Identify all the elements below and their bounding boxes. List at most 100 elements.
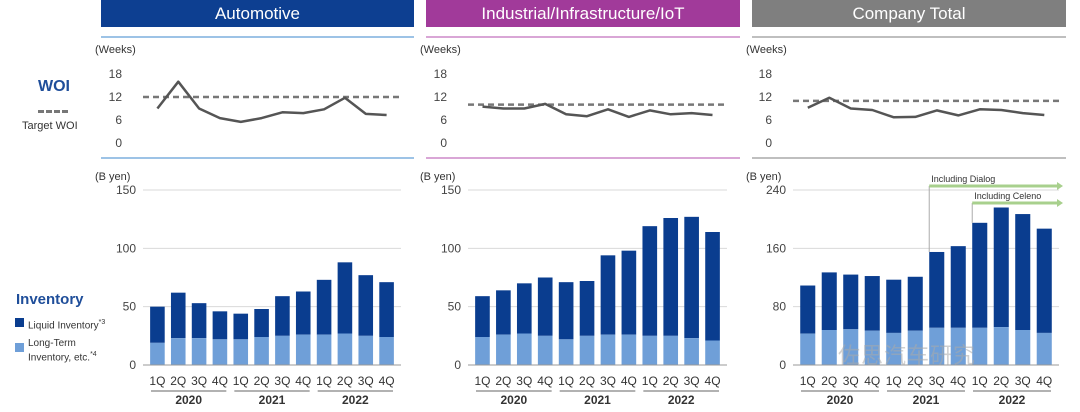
industrial-year-label: 2021 (584, 393, 611, 407)
automotive-inventory-tick: 50 (123, 300, 137, 314)
company-total-category-label: 2Q (993, 374, 1009, 388)
automotive-bar-long-term (150, 342, 165, 365)
company-total-woi-tick: 18 (759, 67, 773, 81)
automotive-woi-unit: (Weeks) (95, 44, 136, 56)
industrial-woi-unit: (Weeks) (420, 44, 461, 56)
company-total-category-label: 3Q (1015, 374, 1031, 388)
company-total-category-label: 2Q (821, 374, 837, 388)
watermark: 佐思汽车研究 (838, 344, 977, 369)
automotive-inventory-tick: 100 (116, 241, 136, 255)
automotive-bar-long-term (170, 338, 186, 365)
automotive-year-label: 2021 (259, 393, 286, 407)
company-total-bar-liquid (800, 285, 816, 334)
automotive-woi-line (156, 80, 387, 124)
industrial-category-label: 4Q (621, 374, 637, 388)
industrial-bar-long-term (600, 334, 616, 365)
industrial-category-label: 3Q (600, 374, 616, 388)
company-total-bar-long-term (1015, 330, 1031, 365)
industrial-inventory-tick: 100 (441, 241, 461, 255)
automotive-bar-long-term (191, 338, 207, 365)
company-total-bar-long-term (843, 329, 859, 365)
industrial-bar-long-term (475, 337, 490, 365)
target-woi-swatch (38, 110, 68, 113)
company-total-woi-tick: 12 (759, 90, 773, 104)
automotive-bar-long-term (233, 339, 249, 365)
industrial-bar-long-term (579, 335, 595, 365)
company-total-bar-liquid (1036, 228, 1052, 333)
industrial-woi-tick: 6 (440, 113, 447, 127)
automotive-woi-tick: 12 (109, 90, 123, 104)
automotive-bar-liquid (295, 291, 311, 335)
automotive-category-label: 4Q (212, 374, 228, 388)
automotive-category-label: 3Q (358, 374, 374, 388)
automotive-inventory-tick: 150 (116, 183, 136, 197)
company-total-category-label: 3Q (843, 374, 859, 388)
industrial-bar-long-term (496, 334, 511, 365)
annotation-arrow-head (1057, 182, 1063, 190)
automotive-category-label: 3Q (274, 374, 290, 388)
company-total-bar-liquid (886, 279, 902, 333)
industrial-category-label: 3Q (684, 374, 700, 388)
industrial-category-label: 1Q (642, 374, 658, 388)
automotive-bar-long-term (275, 335, 290, 365)
industrial-category-label: 2Q (579, 374, 595, 388)
industrial-bar-liquid (537, 277, 553, 336)
automotive-bar-liquid (233, 313, 249, 340)
automotive-category-label: 4Q (295, 374, 311, 388)
industrial-bar-liquid (579, 281, 595, 336)
automotive-bar-long-term (337, 333, 353, 365)
industrial-inventory-unit: (B yen) (420, 171, 455, 183)
industrial-bar-liquid (663, 218, 679, 336)
industrial-bar-long-term (621, 334, 637, 365)
automotive-category-label: 1Q (233, 374, 249, 388)
automotive-category-label: 1Q (316, 374, 332, 388)
automotive-category-label: 1Q (149, 374, 165, 388)
company-total-bar-liquid (864, 276, 880, 331)
automotive-bar-liquid (337, 262, 353, 334)
company-total-bar-long-term (886, 332, 902, 365)
industrial-bar-long-term (642, 335, 658, 365)
company-total-category-label: 1Q (800, 374, 816, 388)
liquid-inventory-swatch (15, 318, 24, 327)
company-total-woi-unit: (Weeks) (746, 44, 787, 56)
automotive-bar-long-term (358, 335, 374, 365)
company-total-category-label: 2Q (907, 374, 923, 388)
long-term-inventory-swatch (15, 343, 24, 352)
company-total-category-label: 1Q (972, 374, 988, 388)
automotive-bar-long-term (316, 334, 332, 365)
company-total-bar-long-term (864, 330, 880, 365)
company-total-inventory-tick: 80 (773, 300, 787, 314)
industrial-woi-tick: 12 (434, 90, 448, 104)
automotive-bar-liquid (191, 303, 207, 339)
automotive-category-label: 2Q (254, 374, 270, 388)
automotive-woi-tick: 0 (115, 136, 122, 150)
company-total-bar-long-term (1036, 332, 1052, 365)
industrial-bar-liquid (705, 232, 720, 341)
automotive-bar-liquid (212, 311, 228, 340)
company-total-woi-tick: 6 (765, 113, 772, 127)
automotive-bar-liquid (316, 279, 332, 335)
company-total-bar-liquid (929, 251, 945, 328)
long-term-inventory-label: Long-Term Inventory, etc.*4 (28, 338, 97, 364)
woi-legend-title: WOI (38, 78, 70, 95)
company-total-inventory-tick: 0 (779, 358, 786, 372)
company-total-inventory-tick: 160 (766, 241, 786, 255)
automotive-category-label: 2Q (337, 374, 353, 388)
industrial-category-label: 1Q (474, 374, 490, 388)
automotive-woi-tick: 18 (109, 67, 123, 81)
industrial-bar-liquid (558, 282, 574, 340)
industrial-bar-long-term (663, 335, 679, 365)
company-total-year-label: 2020 (827, 393, 854, 407)
company-total-bar-liquid (843, 274, 859, 330)
company-total-bar-liquid (1015, 214, 1031, 330)
industrial-bar-liquid (642, 226, 658, 336)
automotive-bar-long-term (295, 334, 311, 365)
annotation-label: Including Celeno (974, 191, 1041, 201)
company-total-year-label: 2022 (999, 393, 1026, 407)
industrial-bar-liquid (600, 255, 616, 335)
company-total-bar-liquid (821, 272, 837, 330)
industrial-inventory-tick: 0 (454, 358, 461, 372)
company-total-bar-long-term (907, 330, 923, 365)
automotive-bar-liquid (358, 275, 374, 336)
